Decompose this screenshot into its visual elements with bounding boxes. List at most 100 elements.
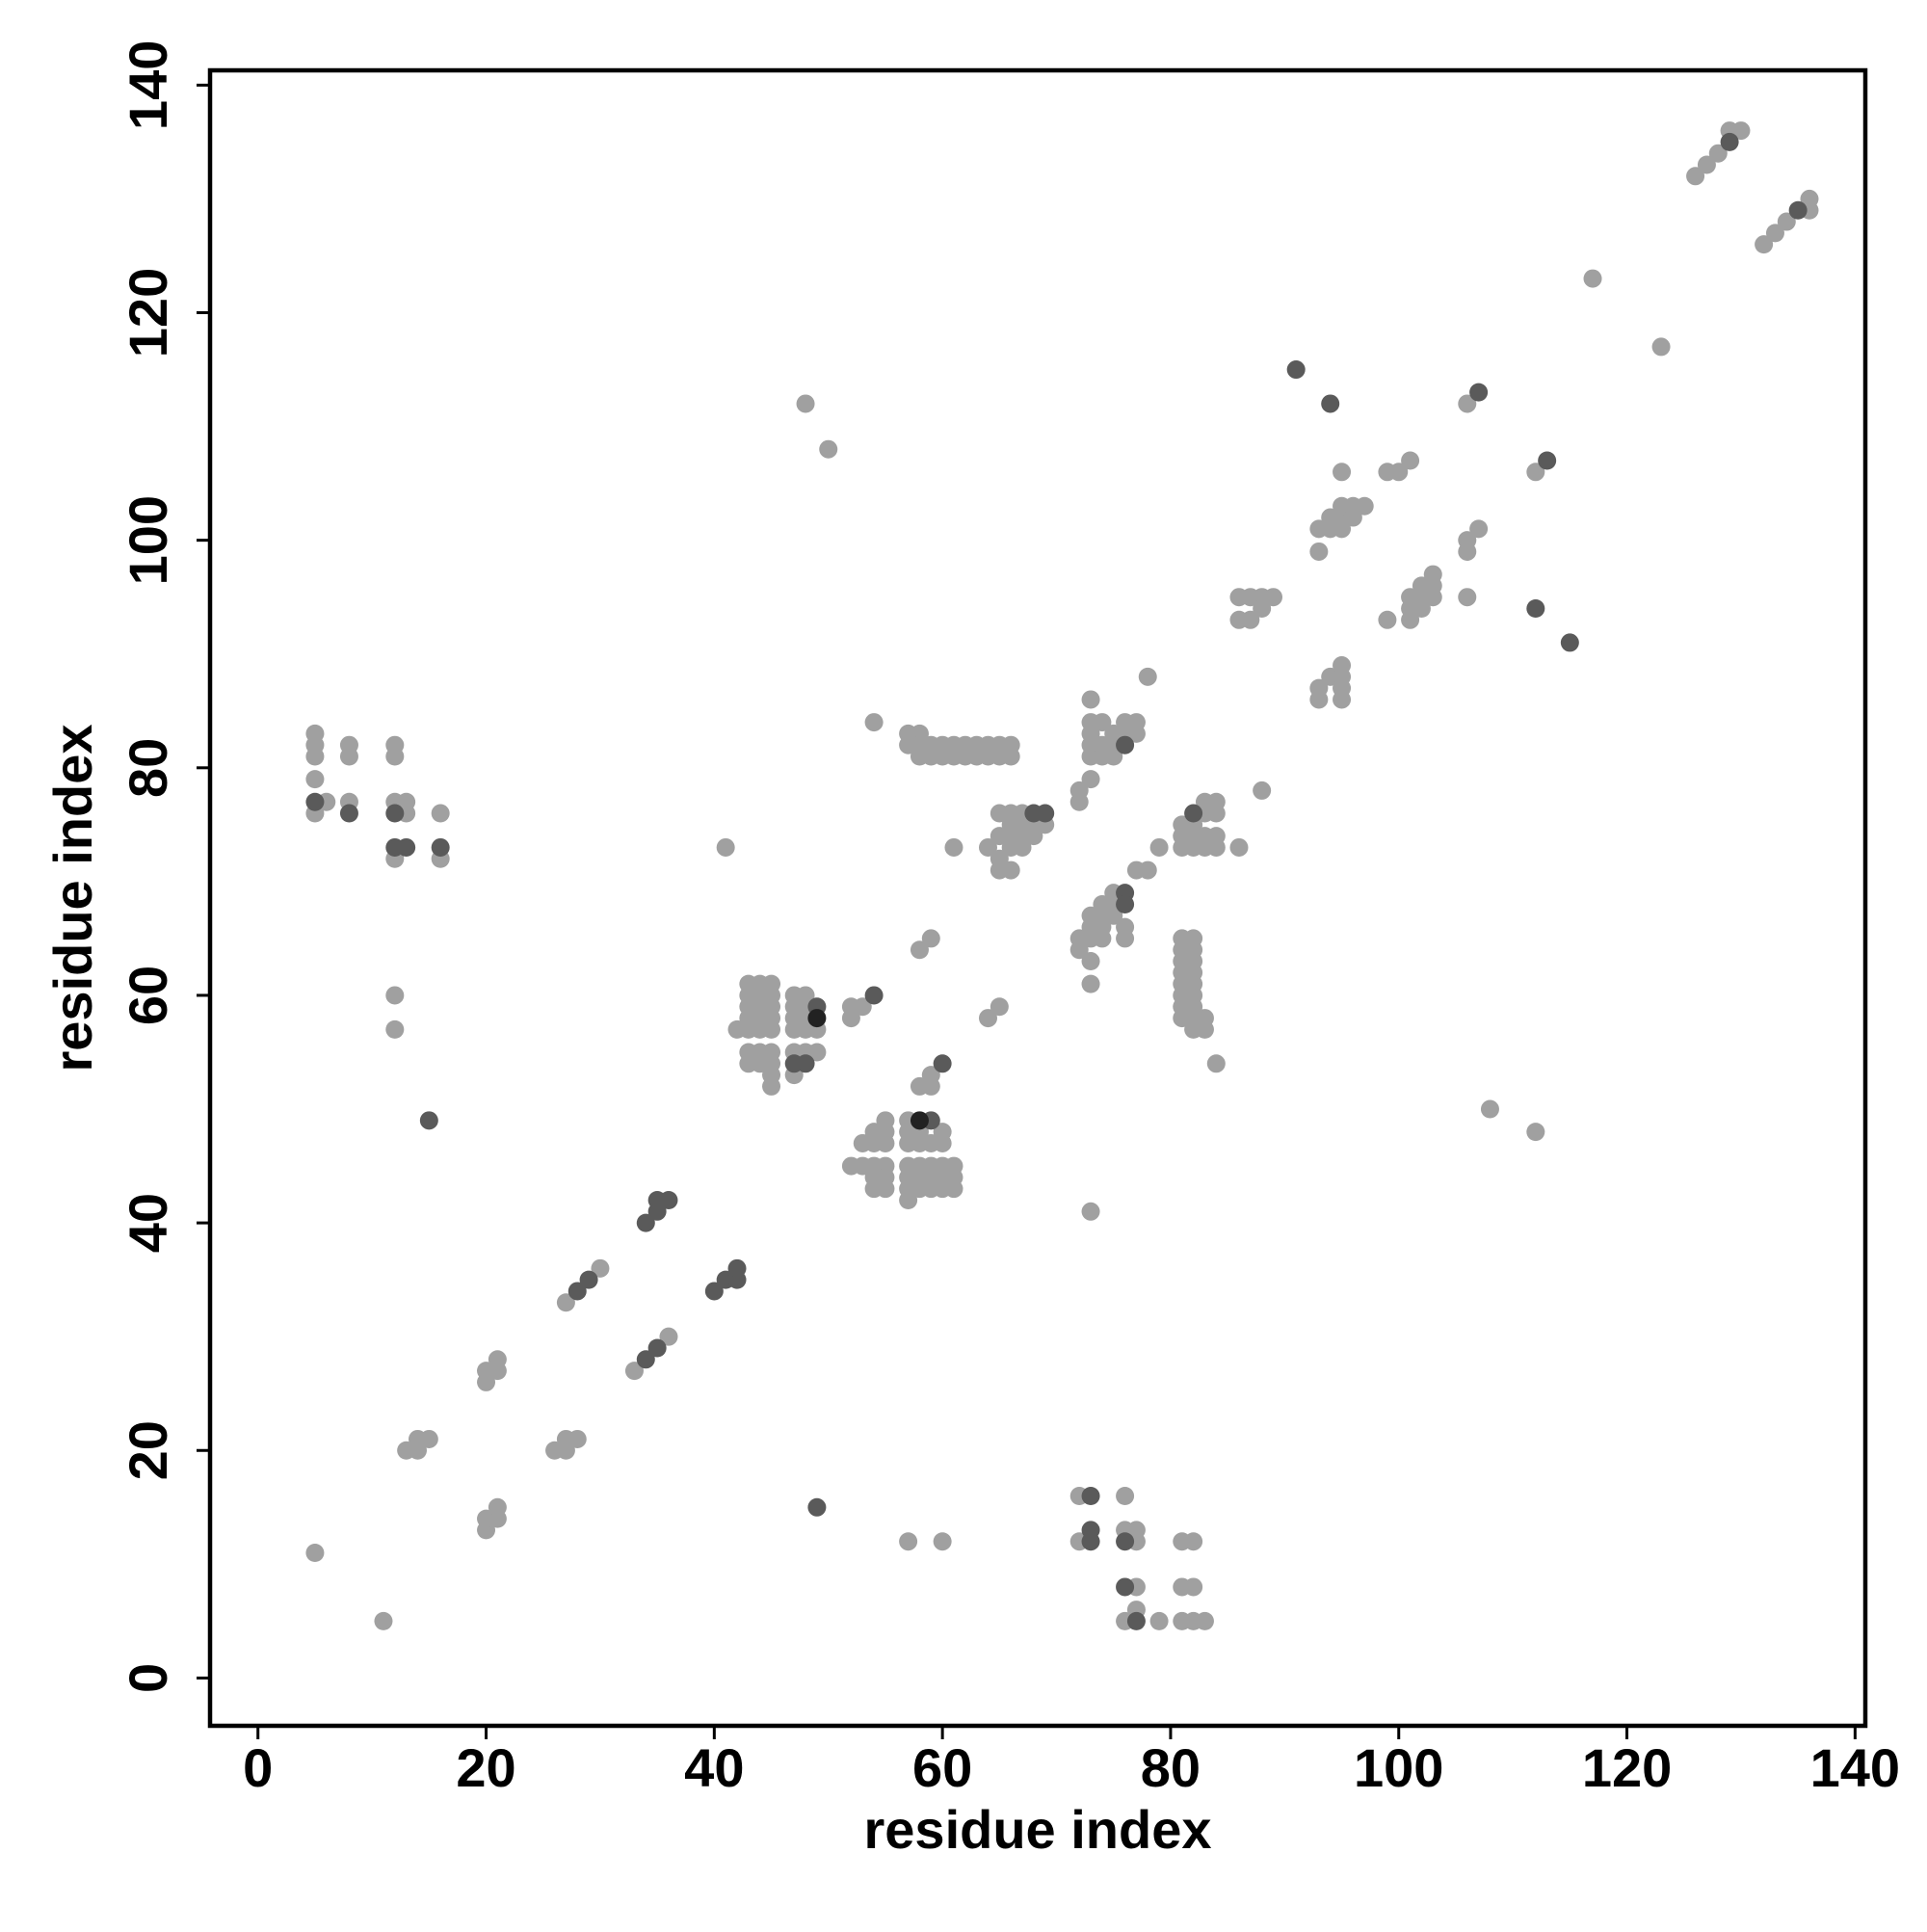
point bbox=[305, 747, 325, 766]
point bbox=[1104, 724, 1123, 743]
point bbox=[1333, 690, 1352, 709]
y-tick-label: 40 bbox=[118, 1193, 178, 1253]
point bbox=[1333, 463, 1352, 482]
point bbox=[1401, 451, 1420, 470]
point bbox=[1081, 952, 1100, 971]
point bbox=[762, 1076, 781, 1096]
point bbox=[864, 713, 884, 732]
point bbox=[431, 837, 450, 857]
point bbox=[339, 747, 358, 766]
point bbox=[1755, 235, 1774, 254]
point bbox=[1309, 542, 1329, 561]
points bbox=[305, 121, 1819, 1630]
point bbox=[1800, 189, 1819, 208]
point bbox=[556, 1293, 575, 1312]
point bbox=[636, 1350, 655, 1369]
point bbox=[1309, 678, 1329, 698]
point bbox=[819, 439, 838, 459]
point bbox=[921, 1066, 940, 1085]
point bbox=[933, 1532, 952, 1551]
point bbox=[1788, 200, 1808, 220]
point bbox=[807, 1497, 827, 1517]
point bbox=[568, 1282, 587, 1301]
point bbox=[385, 747, 405, 766]
point bbox=[876, 1111, 895, 1130]
point bbox=[659, 1190, 678, 1209]
point bbox=[1708, 144, 1728, 163]
point bbox=[910, 940, 929, 960]
point bbox=[807, 1009, 827, 1028]
point bbox=[990, 827, 1009, 846]
point bbox=[1263, 588, 1282, 607]
point bbox=[1069, 781, 1089, 800]
point bbox=[899, 1190, 918, 1209]
point bbox=[1116, 735, 1135, 754]
point bbox=[1081, 770, 1100, 789]
point bbox=[864, 986, 884, 1005]
point bbox=[1321, 394, 1340, 413]
point bbox=[1697, 155, 1716, 174]
point bbox=[1583, 269, 1602, 288]
point bbox=[1116, 1486, 1135, 1505]
point bbox=[305, 770, 325, 789]
point bbox=[1116, 1532, 1135, 1551]
point bbox=[1333, 656, 1352, 675]
x-tick-label: 80 bbox=[1141, 1737, 1201, 1798]
point bbox=[385, 804, 405, 823]
point bbox=[1458, 394, 1477, 413]
point bbox=[762, 1019, 781, 1039]
y-tick-label: 140 bbox=[118, 40, 178, 130]
point bbox=[990, 997, 1009, 1017]
point bbox=[944, 837, 964, 857]
point bbox=[1126, 1611, 1146, 1630]
point bbox=[1184, 804, 1203, 823]
point bbox=[1001, 860, 1020, 880]
y-tick-label: 0 bbox=[118, 1663, 178, 1693]
point bbox=[374, 1611, 393, 1630]
x-tick-label: 120 bbox=[1582, 1737, 1672, 1798]
point bbox=[1560, 633, 1579, 652]
point bbox=[636, 1213, 655, 1232]
point bbox=[1253, 598, 1272, 618]
x-tick-label: 100 bbox=[1354, 1737, 1443, 1798]
point bbox=[853, 997, 872, 1017]
point bbox=[1149, 1611, 1169, 1630]
point bbox=[807, 1043, 827, 1062]
point bbox=[1777, 212, 1796, 231]
y-axis-label: residue index bbox=[42, 724, 103, 1072]
x-tick-label: 0 bbox=[243, 1737, 273, 1798]
point bbox=[1081, 1521, 1100, 1540]
point bbox=[647, 1338, 667, 1358]
point bbox=[704, 1282, 724, 1301]
point bbox=[1081, 974, 1100, 993]
point bbox=[1241, 610, 1260, 629]
point bbox=[1093, 929, 1112, 948]
point bbox=[339, 804, 358, 823]
point bbox=[1765, 224, 1784, 243]
point bbox=[1081, 1486, 1100, 1505]
point bbox=[921, 929, 940, 948]
point bbox=[1389, 463, 1409, 482]
point bbox=[591, 1258, 610, 1278]
x-tick-label: 140 bbox=[1810, 1737, 1900, 1798]
point bbox=[1001, 815, 1020, 834]
point bbox=[876, 1133, 895, 1152]
point bbox=[1036, 804, 1055, 823]
point bbox=[568, 1429, 587, 1448]
point bbox=[1206, 1054, 1226, 1073]
point bbox=[1458, 542, 1477, 561]
point bbox=[978, 837, 997, 857]
point bbox=[1206, 804, 1226, 823]
point bbox=[796, 1054, 815, 1073]
x-tick-label: 20 bbox=[456, 1737, 515, 1798]
point bbox=[431, 804, 450, 823]
point bbox=[1720, 132, 1739, 151]
x-axis-label: residue index bbox=[863, 1799, 1211, 1860]
point bbox=[1093, 735, 1112, 754]
point bbox=[910, 1111, 929, 1130]
point bbox=[1253, 781, 1272, 800]
point bbox=[990, 849, 1009, 868]
point bbox=[1195, 1019, 1214, 1039]
